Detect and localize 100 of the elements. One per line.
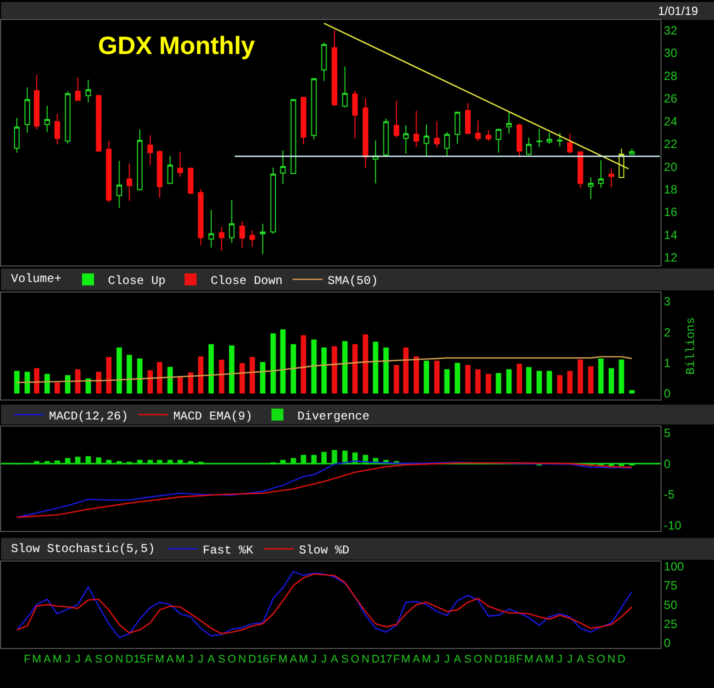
bar (506, 369, 512, 394)
x-tick-label: M (524, 653, 534, 666)
candlestick (486, 130, 492, 142)
candlestick (147, 134, 154, 166)
candlestick (74, 76, 81, 101)
bar (126, 354, 132, 394)
candlestick (270, 167, 276, 234)
x-tick-label: J (434, 653, 440, 666)
candlestick (54, 113, 60, 145)
bar (394, 365, 400, 394)
x-tick-label: O (227, 653, 236, 666)
x-tick-label: J (64, 653, 70, 666)
x-tick-label: D (372, 653, 380, 666)
x-tick-label: N (115, 653, 124, 666)
y-tick-label: 14 (664, 228, 678, 242)
candlestick (260, 223, 266, 255)
bar (578, 359, 584, 394)
x-tick-label: M (422, 653, 432, 666)
bar (608, 368, 614, 394)
y-tick-label: 2 (664, 325, 671, 340)
y-tick-label: 30 (664, 46, 678, 60)
bar (96, 372, 102, 394)
x-tick-label: S (464, 653, 472, 666)
y-axis-title: Billions (684, 317, 698, 375)
x-tick-label: N (238, 653, 246, 666)
candlestick (475, 120, 481, 142)
legend-label: Close Down (210, 274, 283, 288)
bar (116, 348, 122, 394)
x-tick-label: F (146, 653, 154, 666)
legend-label: MACD(12,26) (48, 409, 128, 424)
candlestick (126, 162, 132, 202)
bar (526, 367, 532, 394)
bar (137, 358, 142, 394)
bar (486, 374, 492, 394)
y-tick-label: 12 (664, 250, 678, 265)
legend-label: Divergence (297, 409, 370, 424)
candlestick (167, 155, 173, 185)
x-tick-label: A (290, 653, 298, 666)
x-tick-label: F (516, 653, 524, 666)
y-tick-label: 3 (664, 294, 671, 309)
candlestick (578, 151, 584, 188)
bar (332, 346, 338, 394)
bar (588, 366, 594, 394)
y-tick-label: 0 (664, 386, 671, 401)
x-tick-label: J (557, 653, 563, 666)
bar (311, 340, 317, 394)
line-series (16, 356, 633, 384)
bar (475, 369, 481, 394)
candlestick (506, 110, 512, 134)
candlestick (424, 124, 430, 158)
x-tick-label: J (198, 653, 204, 666)
legend-label: Slow %D (298, 543, 350, 558)
y-tick-label: -10 (664, 518, 682, 533)
candlestick (598, 160, 604, 188)
x-tick-label: J (444, 653, 450, 666)
bar (352, 344, 358, 394)
x-tick-label: J (321, 653, 327, 666)
x-tick-label: 18 (502, 653, 516, 666)
bar (239, 363, 245, 394)
x-tick-label: A (536, 653, 544, 666)
bar (260, 362, 266, 394)
bar (629, 390, 635, 394)
bar (167, 366, 173, 394)
x-tick-label: S (341, 653, 349, 666)
bar (178, 376, 183, 394)
y-tick-label: 25 (664, 616, 678, 631)
x-tick-label: M (298, 653, 308, 666)
bar (546, 370, 552, 394)
x-tick-label: A (166, 653, 174, 666)
candlestick (44, 105, 50, 132)
candlestick (96, 94, 102, 152)
y-tick-label: 75 (664, 578, 678, 593)
y-tick-label: 32 (664, 23, 678, 38)
candlestick (116, 160, 122, 208)
candlestick (414, 110, 420, 148)
bar (218, 360, 224, 394)
x-tick-label: J (75, 653, 81, 666)
y-tick-label: 28 (664, 68, 678, 83)
x-tick-label: M (155, 653, 164, 666)
bar (342, 341, 348, 394)
x-tick-label: F (24, 653, 31, 666)
y-tick-label: 18 (664, 182, 678, 196)
candlestick (321, 42, 327, 82)
bar (24, 372, 30, 394)
y-tick-label: 5 (664, 426, 671, 440)
candlestick (588, 176, 594, 200)
candlestick (394, 100, 400, 138)
x-tick-label: F (270, 653, 277, 666)
x-tick-label: A (84, 653, 93, 666)
bar (414, 356, 420, 394)
candlestick (106, 140, 112, 203)
bar (14, 370, 20, 394)
bar (290, 344, 296, 394)
bar (148, 370, 153, 394)
candlestick (228, 199, 235, 244)
bar (106, 357, 112, 394)
x-tick-label: N (607, 653, 616, 666)
candlestick (64, 90, 70, 144)
candlestick (434, 120, 440, 148)
x-tick-label: M (52, 653, 62, 666)
